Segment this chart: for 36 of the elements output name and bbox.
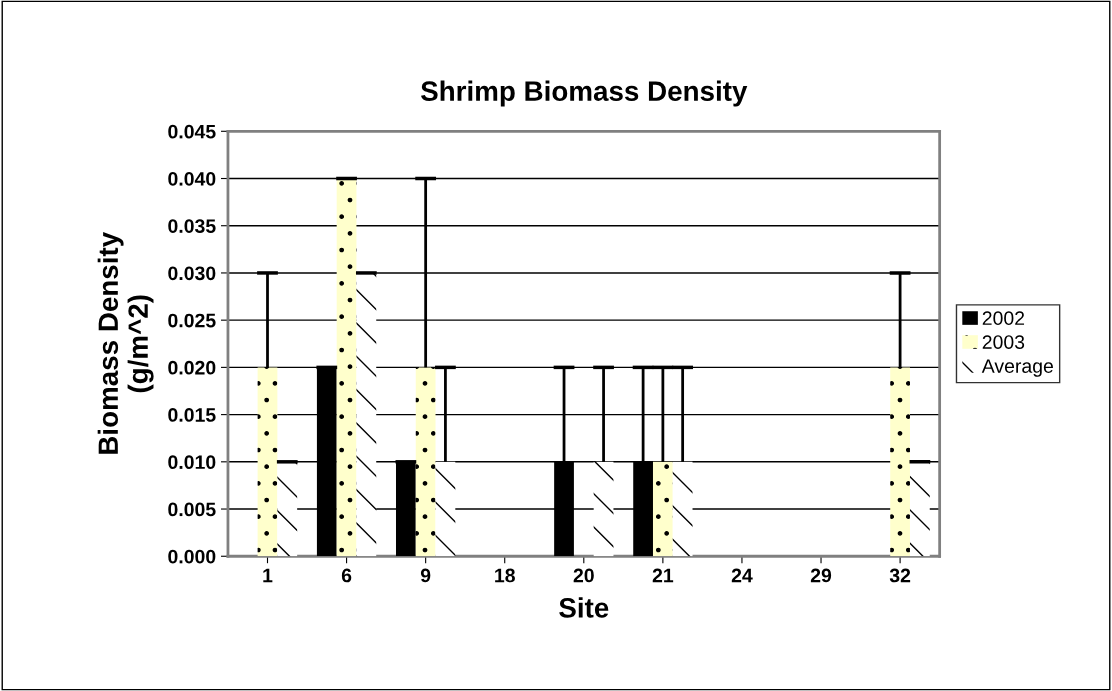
bar [336,178,357,557]
y-tick-label: 0.035 [168,219,216,233]
x-tick-label: 21 [652,568,674,583]
y-tick-label: 0.000 [168,549,216,564]
x-tick-label: 9 [420,568,431,583]
y-tick-label: 0.015 [168,408,216,422]
bar [356,272,377,557]
legend-label: 2002 [982,311,1025,326]
x-tick-label: 20 [573,568,594,583]
bar [435,461,456,557]
y-tick-label: 0.045 [168,124,216,139]
y-axis-title: Biomass Density (g/m^2) [97,231,154,454]
x-axis-title: Site [559,597,609,618]
x-tick-label: 18 [495,568,515,583]
x-tick-label: 6 [341,568,352,583]
y-tick-label: 0.005 [168,502,216,517]
legend-label: Average [981,359,1053,377]
y-tick-label: 0.020 [168,360,216,375]
x-tick-label: 24 [731,568,753,583]
x-tick-label: 32 [889,568,911,583]
y-tick-label: 0.040 [168,171,216,186]
bar [672,461,693,557]
y-tick-label: 0.025 [168,313,216,328]
y-tick-label: 0.010 [168,455,216,470]
y-tick-label: 0.030 [168,266,216,281]
x-tick-label: 1 [263,568,273,583]
bar [277,461,298,557]
bar [909,461,930,557]
bar [652,461,673,557]
bar [257,367,278,557]
chart-title: Shrimp Biomass Density [420,80,748,107]
x-tick-label: 29 [810,568,832,583]
bar [890,367,910,557]
bar [593,461,614,557]
bar [415,367,436,557]
legend-label: 2003 [982,335,1025,349]
